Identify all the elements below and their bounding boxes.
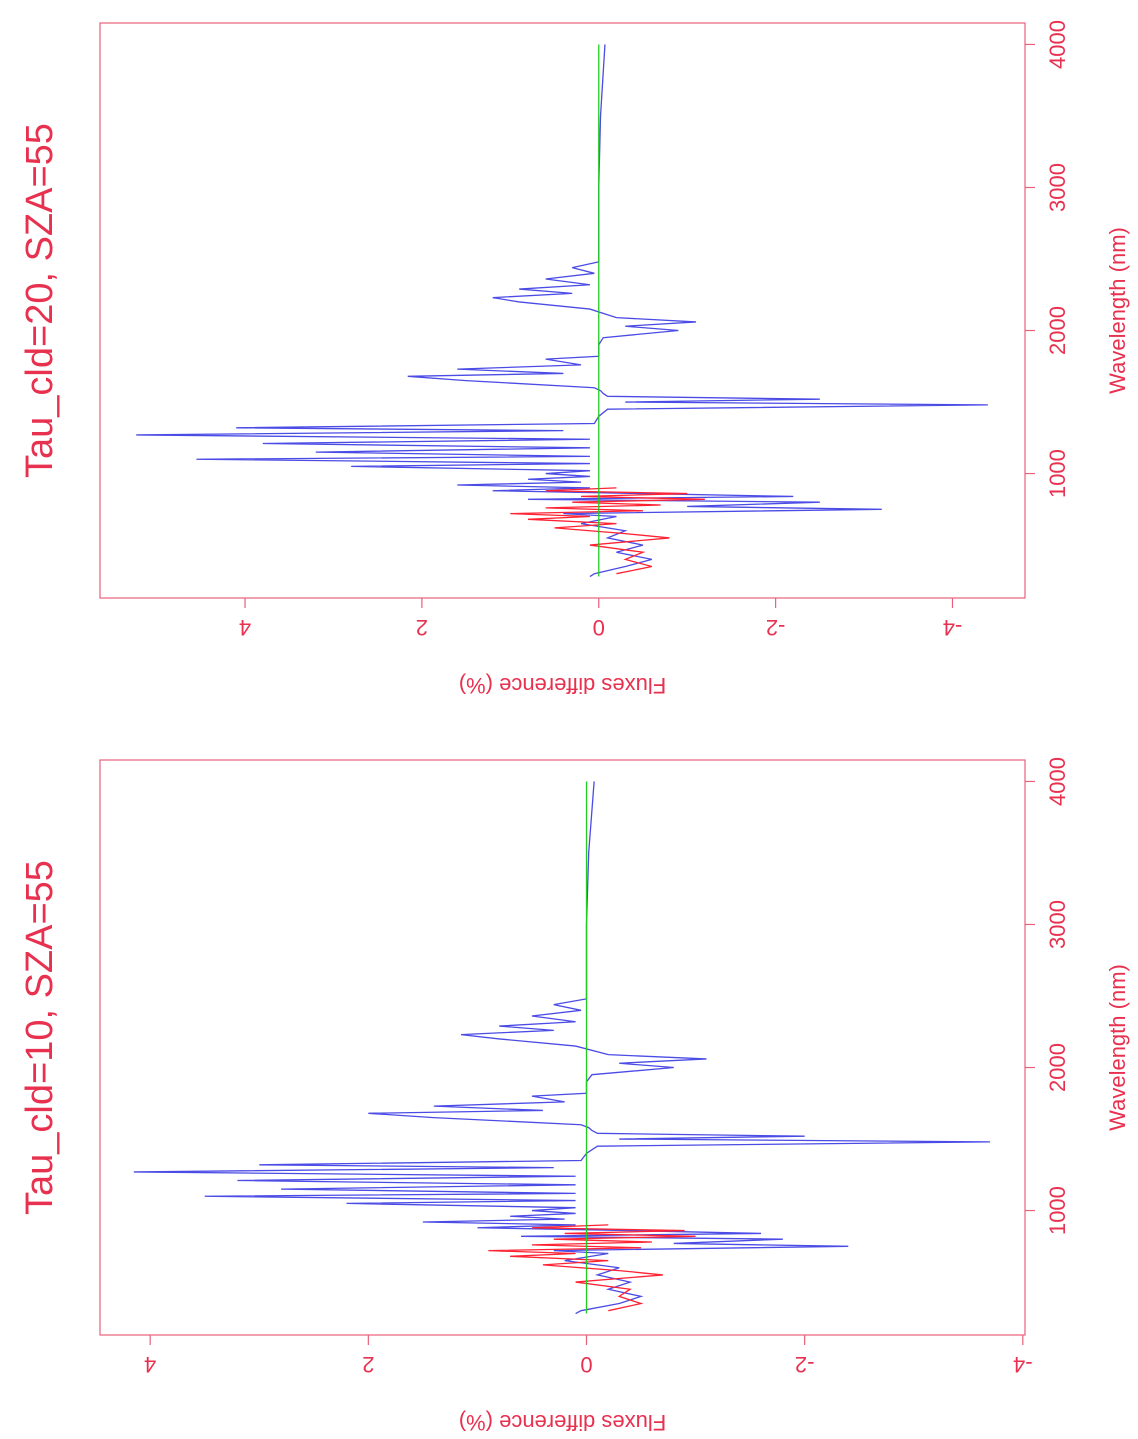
- y-tick-label: 4: [144, 1352, 156, 1377]
- y-axis-title: Fluxes difference (%): [459, 1410, 666, 1435]
- y-tick-label: -2: [766, 615, 786, 640]
- y-tick-label: 0: [593, 615, 605, 640]
- x-tick-label: 4000: [1045, 757, 1070, 806]
- x-tick-label: 2000: [1045, 1043, 1070, 1092]
- x-axis-title: Wavelength (nm): [1105, 964, 1130, 1131]
- y-tick-label: 2: [416, 615, 428, 640]
- chart-title: Tau_cld=10, SZA=55: [19, 860, 61, 1215]
- x-tick-label: 2000: [1045, 306, 1070, 355]
- data-line: [133, 781, 991, 1315]
- data-line: [136, 44, 988, 578]
- x-tick-label: 3000: [1045, 163, 1070, 212]
- chart: 1000 2000 3000 4000 -4 -2 0 2 4 Wavelength (nm) Fl…: [19, 757, 1130, 1435]
- data-line: [488, 1224, 696, 1312]
- x-axis-title: Wavelength (nm): [1105, 227, 1130, 394]
- plot-box: [99, 759, 1026, 1336]
- x-tick-label: 1000: [1045, 449, 1070, 498]
- y-tick-label: 0: [580, 1352, 592, 1377]
- x-tick-label: 3000: [1045, 900, 1070, 949]
- y-tick-label: 2: [362, 1352, 374, 1377]
- chart: 1000 2000 3000 4000 -4 -2 0 2 4 Wavelength (nm) Fl…: [19, 20, 1130, 698]
- y-tick-label: -2: [795, 1352, 815, 1377]
- y-axis-title: Fluxes difference (%): [459, 673, 666, 698]
- y-tick-label: 4: [239, 615, 251, 640]
- chart-title: Tau_cld=20, SZA=55: [19, 123, 61, 478]
- x-tick-label: 4000: [1045, 20, 1070, 69]
- plot-box: [99, 22, 1026, 599]
- data-line: [510, 487, 705, 575]
- y-tick-label: -4: [943, 615, 963, 640]
- y-tick-label: -4: [1013, 1352, 1033, 1377]
- x-tick-label: 1000: [1045, 1186, 1070, 1235]
